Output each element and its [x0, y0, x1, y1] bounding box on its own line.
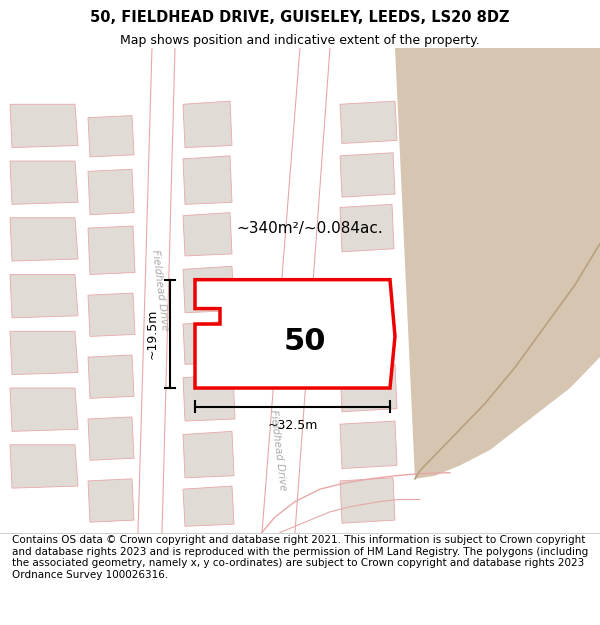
Text: 50: 50 [284, 327, 326, 356]
Text: Fieldhead Drive: Fieldhead Drive [150, 249, 170, 331]
Polygon shape [183, 486, 234, 526]
Text: Contains OS data © Crown copyright and database right 2021. This information is : Contains OS data © Crown copyright and d… [12, 535, 588, 580]
Text: ~32.5m: ~32.5m [268, 419, 317, 432]
Polygon shape [10, 104, 78, 148]
Polygon shape [395, 48, 600, 479]
Text: Map shows position and indicative extent of the property.: Map shows position and indicative extent… [120, 34, 480, 48]
Polygon shape [88, 479, 134, 522]
Polygon shape [195, 279, 395, 388]
Polygon shape [88, 169, 134, 214]
Text: Fieldhead Drive: Fieldhead Drive [268, 409, 288, 491]
Polygon shape [88, 355, 134, 398]
Polygon shape [88, 417, 134, 460]
Polygon shape [10, 445, 78, 488]
Polygon shape [10, 274, 78, 318]
Polygon shape [138, 48, 175, 532]
Polygon shape [262, 48, 330, 532]
Text: ~340m²/~0.084ac.: ~340m²/~0.084ac. [236, 221, 383, 236]
Polygon shape [183, 431, 234, 478]
Polygon shape [88, 226, 135, 274]
Text: ~19.5m: ~19.5m [146, 309, 158, 359]
Polygon shape [183, 321, 235, 364]
Text: 50, FIELDHEAD DRIVE, GUISELEY, LEEDS, LS20 8DZ: 50, FIELDHEAD DRIVE, GUISELEY, LEEDS, LS… [90, 9, 510, 24]
Polygon shape [183, 374, 235, 421]
Polygon shape [183, 213, 232, 256]
Polygon shape [183, 101, 232, 148]
Polygon shape [340, 204, 394, 252]
Polygon shape [10, 161, 78, 204]
Polygon shape [340, 421, 397, 469]
Polygon shape [88, 293, 135, 336]
Polygon shape [10, 331, 78, 374]
Polygon shape [340, 101, 397, 144]
Polygon shape [340, 364, 397, 412]
Polygon shape [10, 217, 78, 261]
Polygon shape [340, 152, 395, 197]
Polygon shape [10, 388, 78, 431]
Polygon shape [88, 116, 134, 157]
Polygon shape [340, 478, 395, 523]
Polygon shape [183, 266, 234, 312]
Polygon shape [183, 156, 232, 204]
